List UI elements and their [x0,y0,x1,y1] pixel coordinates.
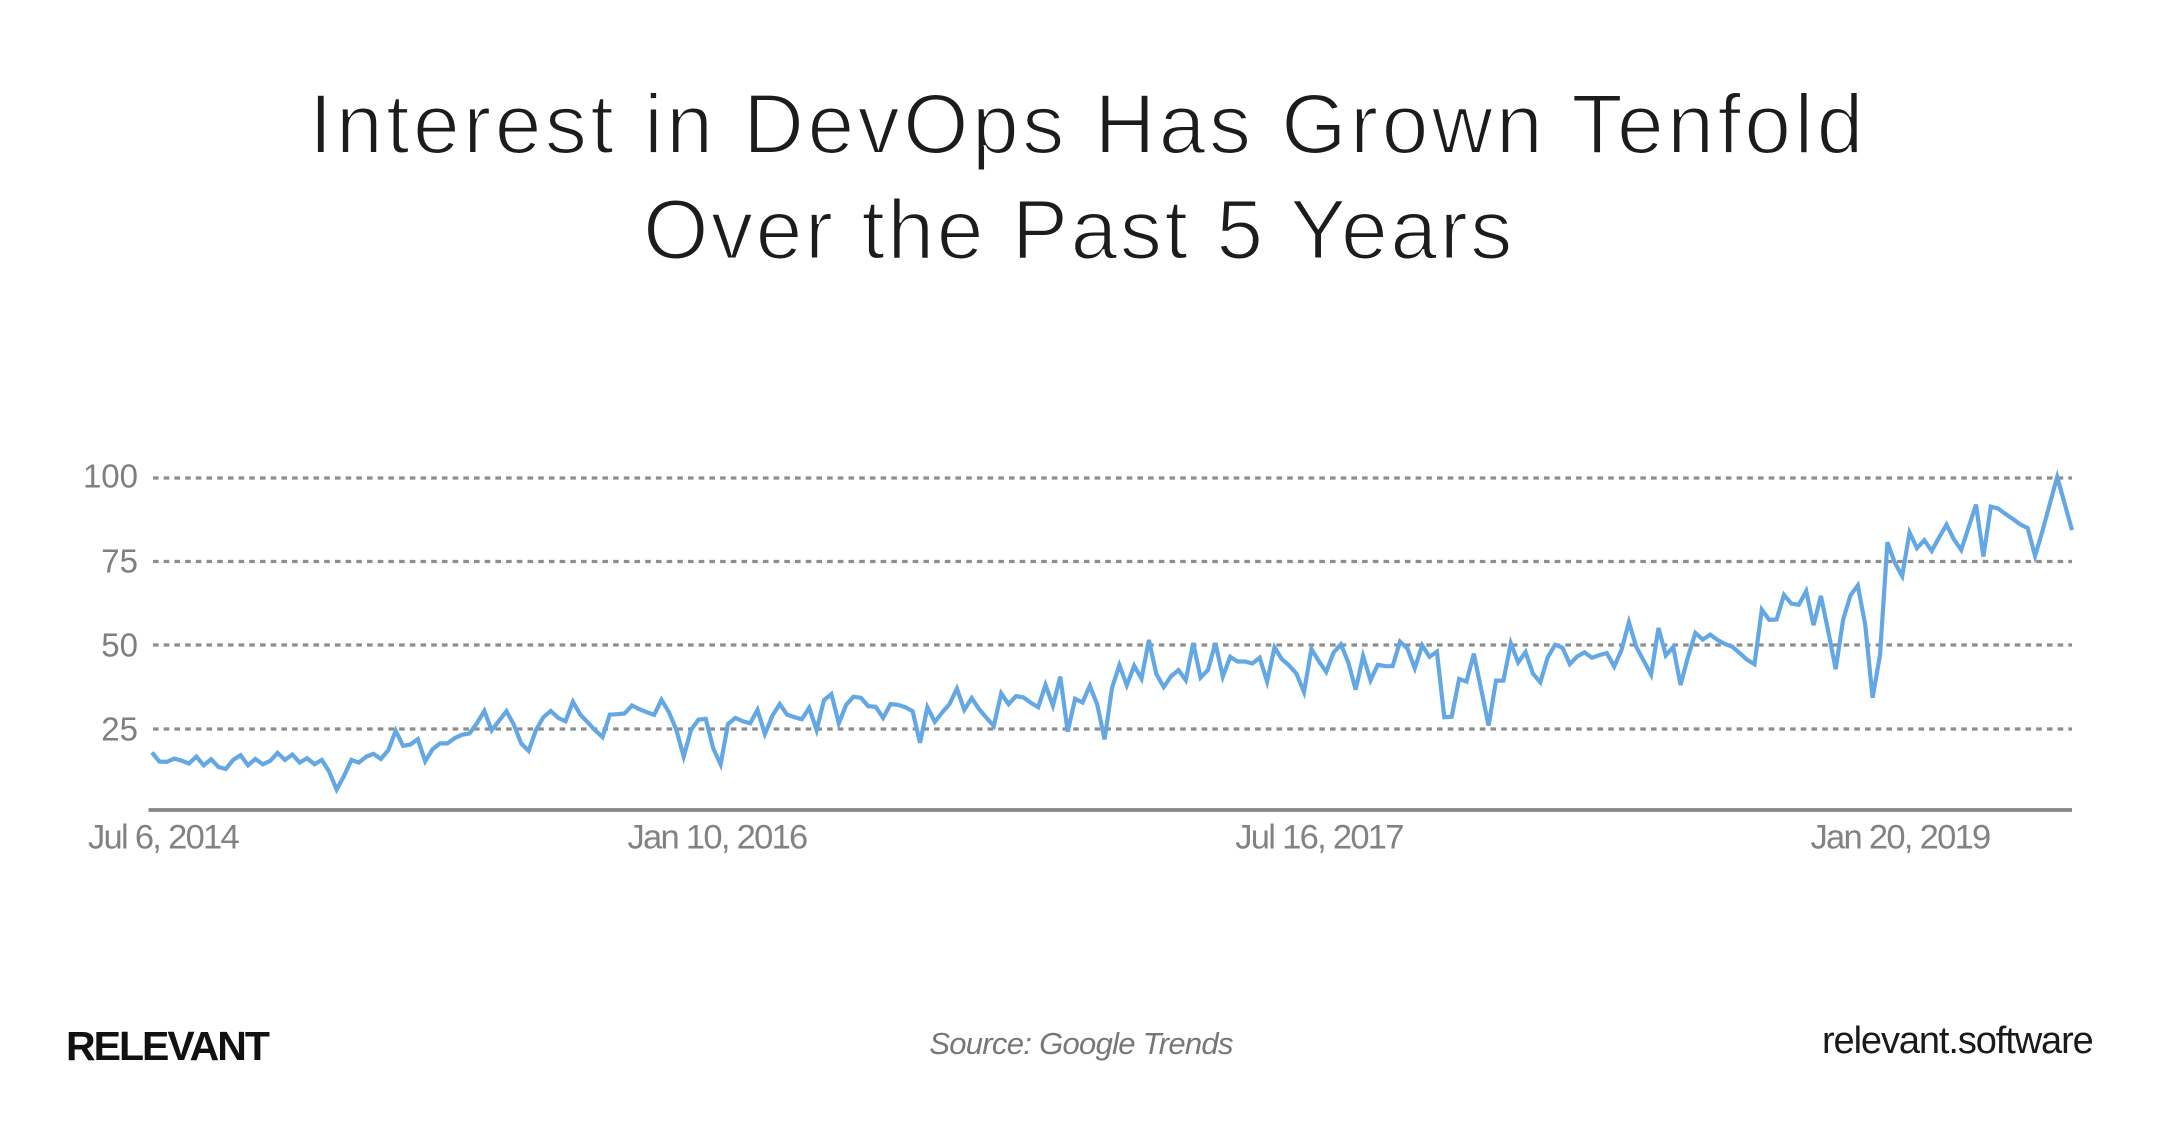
svg-text:RELEVANT: RELEVANT [66,1023,270,1069]
svg-text:75: 75 [101,543,138,580]
svg-text:Jan 20, 2019: Jan 20, 2019 [1810,819,1990,857]
svg-text:Jan 10, 2016: Jan 10, 2016 [627,819,807,857]
svg-text:relevant.software: relevant.software [1822,1020,2093,1062]
svg-text:25: 25 [101,711,138,748]
svg-text:100: 100 [83,458,138,495]
svg-text:Over the Past 5 Years: Over the Past 5 Years [643,183,1515,277]
svg-text:Jul 6, 2014: Jul 6, 2014 [88,819,240,857]
svg-text:Source: Google Trends: Source: Google Trends [929,1026,1233,1061]
svg-text:50: 50 [101,627,138,664]
svg-text:Interest in DevOps Has Grown T: Interest in DevOps Has Grown Tenfold [309,77,1867,171]
svg-text:Jul 16, 2017: Jul 16, 2017 [1235,819,1403,857]
